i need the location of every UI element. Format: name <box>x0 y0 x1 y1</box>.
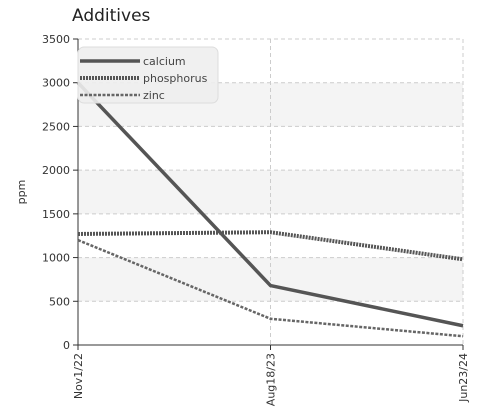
x-tick-label: Aug18/23 <box>265 353 278 406</box>
chart-title: Additives <box>72 6 151 26</box>
y-axis-label: ppm <box>15 180 28 205</box>
y-tick-label: 1000 <box>42 252 70 265</box>
y-tick-label: 500 <box>49 295 70 308</box>
y-tick-label: 3500 <box>42 33 70 46</box>
y-tick-label: 1500 <box>42 208 70 221</box>
legend-label-phosphorus: phosphorus <box>143 72 208 85</box>
x-tick-label: Nov1/22 <box>72 353 85 399</box>
series-line-phosphorus <box>77 230 464 262</box>
y-tick-label: 2000 <box>42 164 70 177</box>
y-tick-label: 0 <box>63 339 70 352</box>
x-tick-label: Jun23/24 <box>457 353 470 403</box>
legend-label-calcium: calcium <box>143 55 186 68</box>
y-tick-label: 2500 <box>42 120 70 133</box>
series-line-zinc <box>77 238 464 338</box>
y-tick-label: 3000 <box>42 77 70 90</box>
series-line-calcium <box>76 81 464 328</box>
grid-band <box>78 170 463 214</box>
legend-label-zinc: zinc <box>143 89 165 102</box>
